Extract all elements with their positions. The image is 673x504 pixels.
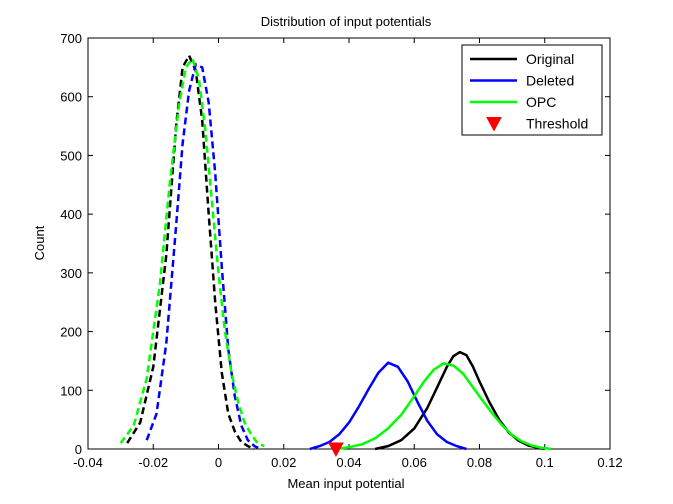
y-tick-label: 100 [60, 383, 82, 398]
x-tick-label: 0.04 [336, 455, 361, 470]
x-tick-label: 0 [215, 455, 222, 470]
threshold-marker [328, 442, 344, 458]
y-tick-label: 500 [60, 148, 82, 163]
legend-swatch-threshold [486, 117, 502, 132]
x-axis-label: Mean input potential [287, 476, 404, 491]
legend-label-threshold: Threshold [526, 116, 588, 132]
chart-title: Distribution of input potentials [261, 14, 432, 29]
opc-solid-series-line [335, 362, 552, 451]
x-tick-label: 0.02 [271, 455, 296, 470]
y-tick-label: 700 [60, 31, 82, 46]
y-tick-label: 200 [60, 325, 82, 340]
y-tick-label: 600 [60, 90, 82, 105]
x-tick-label: 0.06 [402, 455, 427, 470]
y-tick-label: 300 [60, 266, 82, 281]
original-dashed-series-line [126, 54, 255, 451]
deleted-dashed-series-line [145, 63, 262, 451]
legend-label-opc: OPC [526, 94, 556, 110]
legend-label-original: Original [526, 51, 574, 67]
opc-dashed-series-line [119, 57, 265, 448]
y-tick-label: 400 [60, 207, 82, 222]
original-solid-series-line [374, 350, 546, 451]
y-axis-label: Count [32, 225, 47, 260]
deleted-solid-series-line [309, 361, 467, 451]
x-tick-label: 0.12 [597, 455, 622, 470]
x-tick-label: -0.04 [73, 455, 103, 470]
y-tick-label: 0 [75, 442, 82, 457]
x-tick-label: -0.02 [138, 455, 168, 470]
legend: Original Deleted OPC Threshold [461, 44, 603, 136]
legend-label-deleted: Deleted [526, 73, 574, 89]
x-tick-label: 0.1 [536, 455, 554, 470]
x-tick-label: 0.08 [467, 455, 492, 470]
